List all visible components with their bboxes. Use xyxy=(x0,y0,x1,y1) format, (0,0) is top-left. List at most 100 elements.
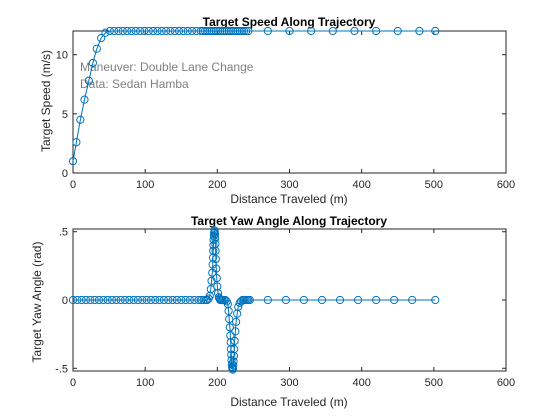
yaw-data-point xyxy=(168,295,177,305)
speed-x-tick-label: 400 xyxy=(352,179,370,191)
yaw-chart-ylabel: Target Yaw Angle (rad) xyxy=(30,242,44,363)
yaw-data-point xyxy=(231,327,240,336)
speed-data-point xyxy=(161,26,171,36)
yaw-x-tick-label: 0 xyxy=(70,377,76,389)
yaw-data-point xyxy=(172,295,182,305)
speed-data-point xyxy=(235,26,244,36)
yaw-data-point xyxy=(90,295,99,305)
yaw-x-tick-label: 100 xyxy=(136,377,154,389)
speed-data-point xyxy=(140,26,149,36)
yaw-data-point xyxy=(431,295,440,305)
yaw-data-point xyxy=(408,295,417,305)
speed-data-point xyxy=(123,26,132,36)
yaw-data-point xyxy=(199,295,208,305)
yaw-data-point xyxy=(211,246,220,255)
speed-data-point xyxy=(110,26,119,36)
speed-chart: Target Speed Along Trajectory Distance T… xyxy=(39,15,515,206)
speed-data-point xyxy=(127,26,136,36)
speed-axes-box xyxy=(72,30,507,174)
speed-x-tick-label: 300 xyxy=(280,179,298,191)
yaw-data-point xyxy=(211,254,220,264)
yaw-data-point xyxy=(81,295,91,305)
speed-data-point xyxy=(285,26,294,36)
yaw-series-line xyxy=(73,230,436,370)
speed-data-point xyxy=(415,26,424,36)
speed-data-point xyxy=(192,26,201,36)
speed-data-point xyxy=(114,26,123,36)
speed-x-tick-label: 200 xyxy=(208,179,226,191)
yaw-y-tick-label: 0 xyxy=(62,295,68,307)
yaw-data-point xyxy=(353,295,363,305)
speed-data-point xyxy=(187,26,197,36)
speed-data-point xyxy=(179,26,188,36)
speed-data-point xyxy=(224,26,233,36)
yaw-data-point xyxy=(151,295,160,305)
speed-x-tick-label: 600 xyxy=(497,179,515,191)
speed-data-point xyxy=(393,26,402,36)
speed-data-point xyxy=(226,26,236,36)
speed-data-point xyxy=(131,26,140,36)
yaw-data-point xyxy=(181,295,190,305)
speed-data-point xyxy=(149,26,158,36)
speed-data-point xyxy=(153,26,162,36)
speed-data-point xyxy=(80,95,89,104)
speed-data-point xyxy=(237,26,246,36)
yaw-data-point xyxy=(245,295,254,305)
yaw-data-point xyxy=(317,295,327,305)
yaw-data-point xyxy=(232,317,241,326)
yaw-data-point xyxy=(138,295,147,305)
yaw-data-point xyxy=(230,336,239,346)
yaw-data-point xyxy=(212,264,221,273)
speed-data-point xyxy=(174,26,184,36)
yaw-data-point xyxy=(229,361,238,370)
speed-data-point xyxy=(209,26,218,36)
yaw-data-point xyxy=(177,295,186,305)
yaw-data-point xyxy=(335,295,345,305)
yaw-data-point xyxy=(107,295,117,305)
speed-x-tick-label: 0 xyxy=(70,179,76,191)
yaw-data-point xyxy=(155,295,164,305)
speed-series-line xyxy=(72,30,436,162)
yaw-y-tick-label: -.5 xyxy=(55,363,68,375)
yaw-data-point xyxy=(281,295,290,305)
speed-chart-title: Target Speed Along Trajectory xyxy=(203,15,376,29)
speed-data-point xyxy=(242,26,251,36)
speed-data-point xyxy=(233,26,242,36)
yaw-data-point xyxy=(159,295,169,305)
speed-data-point xyxy=(263,26,272,36)
speed-data-point xyxy=(157,26,166,36)
speed-data-point xyxy=(97,34,106,43)
speed-data-point xyxy=(200,26,210,36)
yaw-data-point xyxy=(164,295,173,305)
speed-data-point xyxy=(203,26,212,36)
yaw-y-tick-label: .5 xyxy=(59,227,68,239)
speed-data-point xyxy=(229,26,238,36)
speed-data-point xyxy=(76,115,85,124)
yaw-data-point xyxy=(211,234,220,243)
speed-data-point xyxy=(136,26,145,36)
yaw-data-point xyxy=(129,295,138,305)
yaw-data-point xyxy=(224,306,233,316)
speed-data-point xyxy=(213,26,223,36)
yaw-data-point xyxy=(112,295,121,305)
yaw-chart-axes: 0 100 200 300 400 500 600-.50.5 xyxy=(55,227,515,389)
yaw-data-point xyxy=(73,295,82,305)
yaw-data-point xyxy=(299,295,309,305)
speed-data-point xyxy=(211,26,220,36)
speed-data-point xyxy=(205,26,214,36)
yaw-x-tick-label: 400 xyxy=(352,377,370,389)
speed-x-tick-label: 100 xyxy=(136,179,154,191)
speed-data-point xyxy=(198,26,207,36)
yaw-data-point xyxy=(229,357,238,366)
yaw-data-point xyxy=(77,295,86,305)
yaw-chart: Target Yaw Angle Along Trajectory Distan… xyxy=(30,214,515,409)
yaw-chart-xlabel: Distance Traveled (m) xyxy=(230,395,347,409)
speed-chart-series xyxy=(68,26,440,166)
speed-data-point xyxy=(183,26,192,36)
yaw-data-point xyxy=(116,295,125,305)
yaw-data-point xyxy=(212,274,221,283)
speed-data-point xyxy=(372,26,381,36)
yaw-data-point xyxy=(68,295,78,305)
yaw-data-point xyxy=(226,345,236,354)
speed-data-point xyxy=(166,26,175,36)
